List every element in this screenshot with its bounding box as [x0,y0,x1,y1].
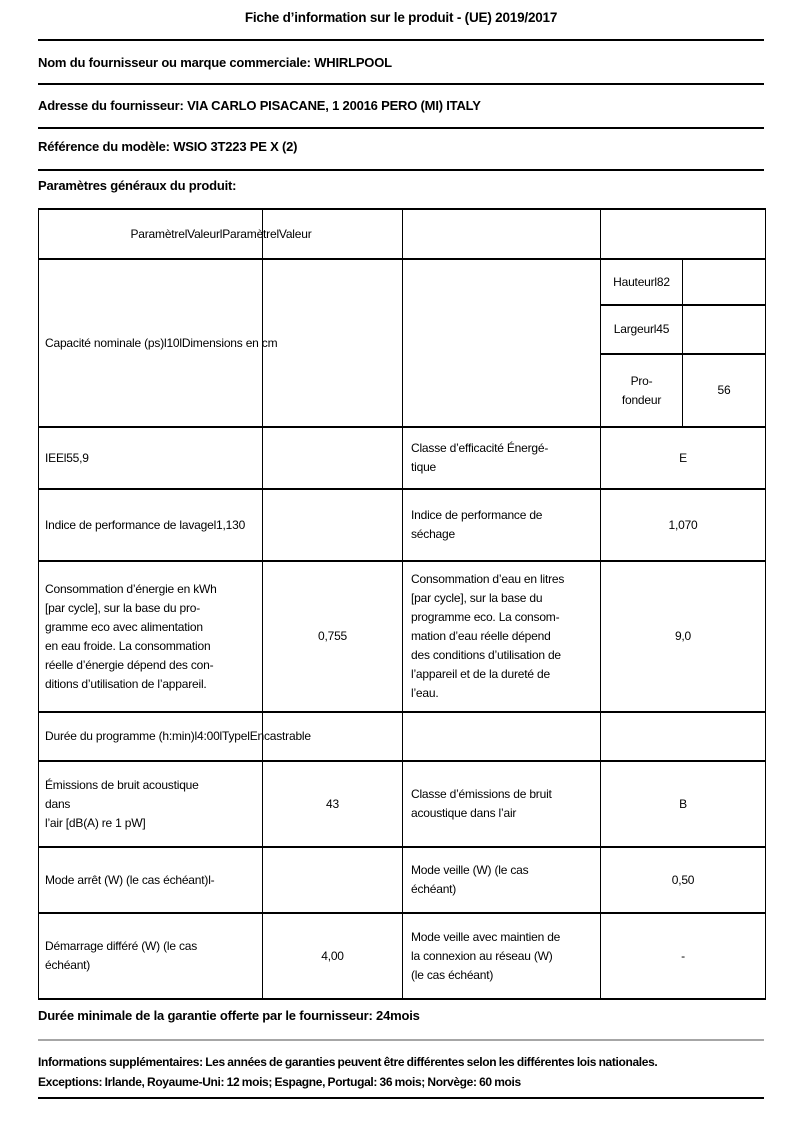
param-off-mode-cell: Mode arrêt (W) (le cas échéant)l- [39,848,263,914]
empty-cell [403,260,601,428]
table-header-text: ParamètrelValeurlParamètrelValeur [130,226,312,241]
param-iee-text: IEEl55,9 [45,450,89,465]
empty-cell [263,428,403,490]
value-drying-index-cell: 1,070 [601,490,765,562]
empty-cell [601,210,765,260]
separator-line [38,83,764,85]
value-water-consumption: 9,0 [674,629,692,643]
param-delayed-start-text: Démarrage différé (W) (le cas échéant) [45,939,198,972]
param-networked-standby-text: Mode veille avec maintien de la connexio… [411,929,561,982]
value-energy-class-cell: E [601,428,765,490]
param-washing-index-text: Indice de performance de lavagel1,130 [45,517,246,532]
param-energy-consumption-cell: Consommation d’énergie en kWh [par cycle… [39,562,263,713]
value-energy-consumption: 0,755 [317,629,348,643]
dimension-depth-text: Pro- fondeur [621,373,662,407]
param-standby-cell: Mode veille (W) (le cas échéant) [403,848,601,914]
value-standby: 0,50 [671,872,695,887]
param-drying-index-cell: Indice de performance de séchage [403,490,601,562]
separator-line [38,39,764,41]
dimension-height-text: Hauteurl82 [613,274,670,289]
table-header-cell: ParamètrelValeurlParamètrelValeur [39,210,312,260]
dimension-depth-value-cell: 56 [683,355,765,428]
empty-cell [683,260,765,306]
model-reference-line: Référence du modèle: WSIO 3T223 PE X (2) [38,139,298,154]
param-off-mode-text: Mode arrêt (W) (le cas échéant)l- [45,872,215,887]
param-capacity-text: Capacité nominale (ps)l10lDimensions en … [45,335,278,350]
warranty-line: Durée minimale de la garantie offerte pa… [38,1008,420,1023]
value-delayed-start: 4,00 [321,948,344,963]
value-energy-consumption-cell: 0,755 [263,562,403,713]
dimension-width-text: Largeurl45 [613,322,670,336]
value-networked-standby: - [681,948,685,963]
param-drying-index-text: Indice de performance de séchage [411,508,543,541]
separator-line [38,169,764,171]
empty-cell [263,713,403,762]
empty-cell [263,260,403,428]
param-noise-text: Émissions de bruit acoustique dans l’air… [45,777,199,830]
param-standby-text: Mode veille (W) (le cas échéant) [411,863,529,896]
dimension-height-cell: Hauteurl82 [601,260,683,306]
value-noise: 43 [326,796,339,811]
value-noise-class: B [679,796,687,811]
value-drying-index: 1,070 [668,517,698,532]
param-delayed-start-cell: Démarrage différé (W) (le cas échéant) [39,914,263,998]
value-noise-class-cell: B [601,762,765,848]
empty-cell [403,210,601,260]
separator-line [38,127,764,129]
param-program-duration-cell: Durée du programme (h:min)l4:00lTypelEnc… [39,713,311,762]
empty-cell [263,848,403,914]
value-networked-standby-cell: - [601,914,765,998]
value-delayed-start-cell: 4,00 [263,914,403,998]
param-noise-class-text: Classe d’émissions de bruit acoustique d… [411,787,552,820]
empty-cell [263,210,403,260]
param-capacity-cell: Capacité nominale (ps)l10lDimensions en … [39,260,278,428]
param-energy-class-cell: Classe d’efficacité Énergé- tique [403,428,601,490]
empty-cell [403,713,601,762]
dimension-depth-cell: Pro- fondeur [601,355,683,428]
empty-cell [683,306,765,355]
param-program-duration-text: Durée du programme (h:min)l4:00lTypelEnc… [45,729,311,743]
param-washing-index-cell: Indice de performance de lavagel1,130 [39,490,263,562]
value-noise-cell: 43 [263,762,403,848]
empty-cell [601,713,765,762]
document-title: Fiche d’information sur le produit - (UE… [244,10,558,25]
param-water-consumption-cell: Consommation d’eau en litres [par cycle]… [403,562,601,713]
param-water-consumption-text: Consommation d’eau en litres [par cycle]… [411,572,565,700]
product-parameters-table: ParamètrelValeurlParamètrelValeur Capaci… [38,208,766,1000]
supplier-line: Nom du fournisseur ou marque commerciale… [38,55,392,70]
dimension-depth-value: 56 [717,383,731,397]
param-networked-standby-cell: Mode veille avec maintien de la connexio… [403,914,601,998]
param-energy-consumption-text: Consommation d’énergie en kWh [par cycle… [45,581,217,691]
dimension-width-cell: Largeurl45 [601,306,683,355]
separator-line [38,1097,764,1099]
param-noise-cell: Émissions de bruit acoustique dans l’air… [39,762,263,848]
separator-line [38,1039,764,1041]
value-energy-class: E [679,450,687,465]
additional-info-text: Informations supplémentaires: Les années… [38,1055,658,1089]
empty-cell [263,490,403,562]
address-line: Adresse du fournisseur: VIA CARLO PISACA… [38,98,481,113]
value-water-consumption-cell: 9,0 [601,562,765,713]
value-standby-cell: 0,50 [601,848,765,914]
param-noise-class-cell: Classe d’émissions de bruit acoustique d… [403,762,601,848]
general-parameters-heading: Paramètres généraux du produit: [38,178,237,193]
param-iee-cell: IEEl55,9 [39,428,263,490]
param-energy-class-text: Classe d’efficacité Énergé- tique [411,441,549,474]
